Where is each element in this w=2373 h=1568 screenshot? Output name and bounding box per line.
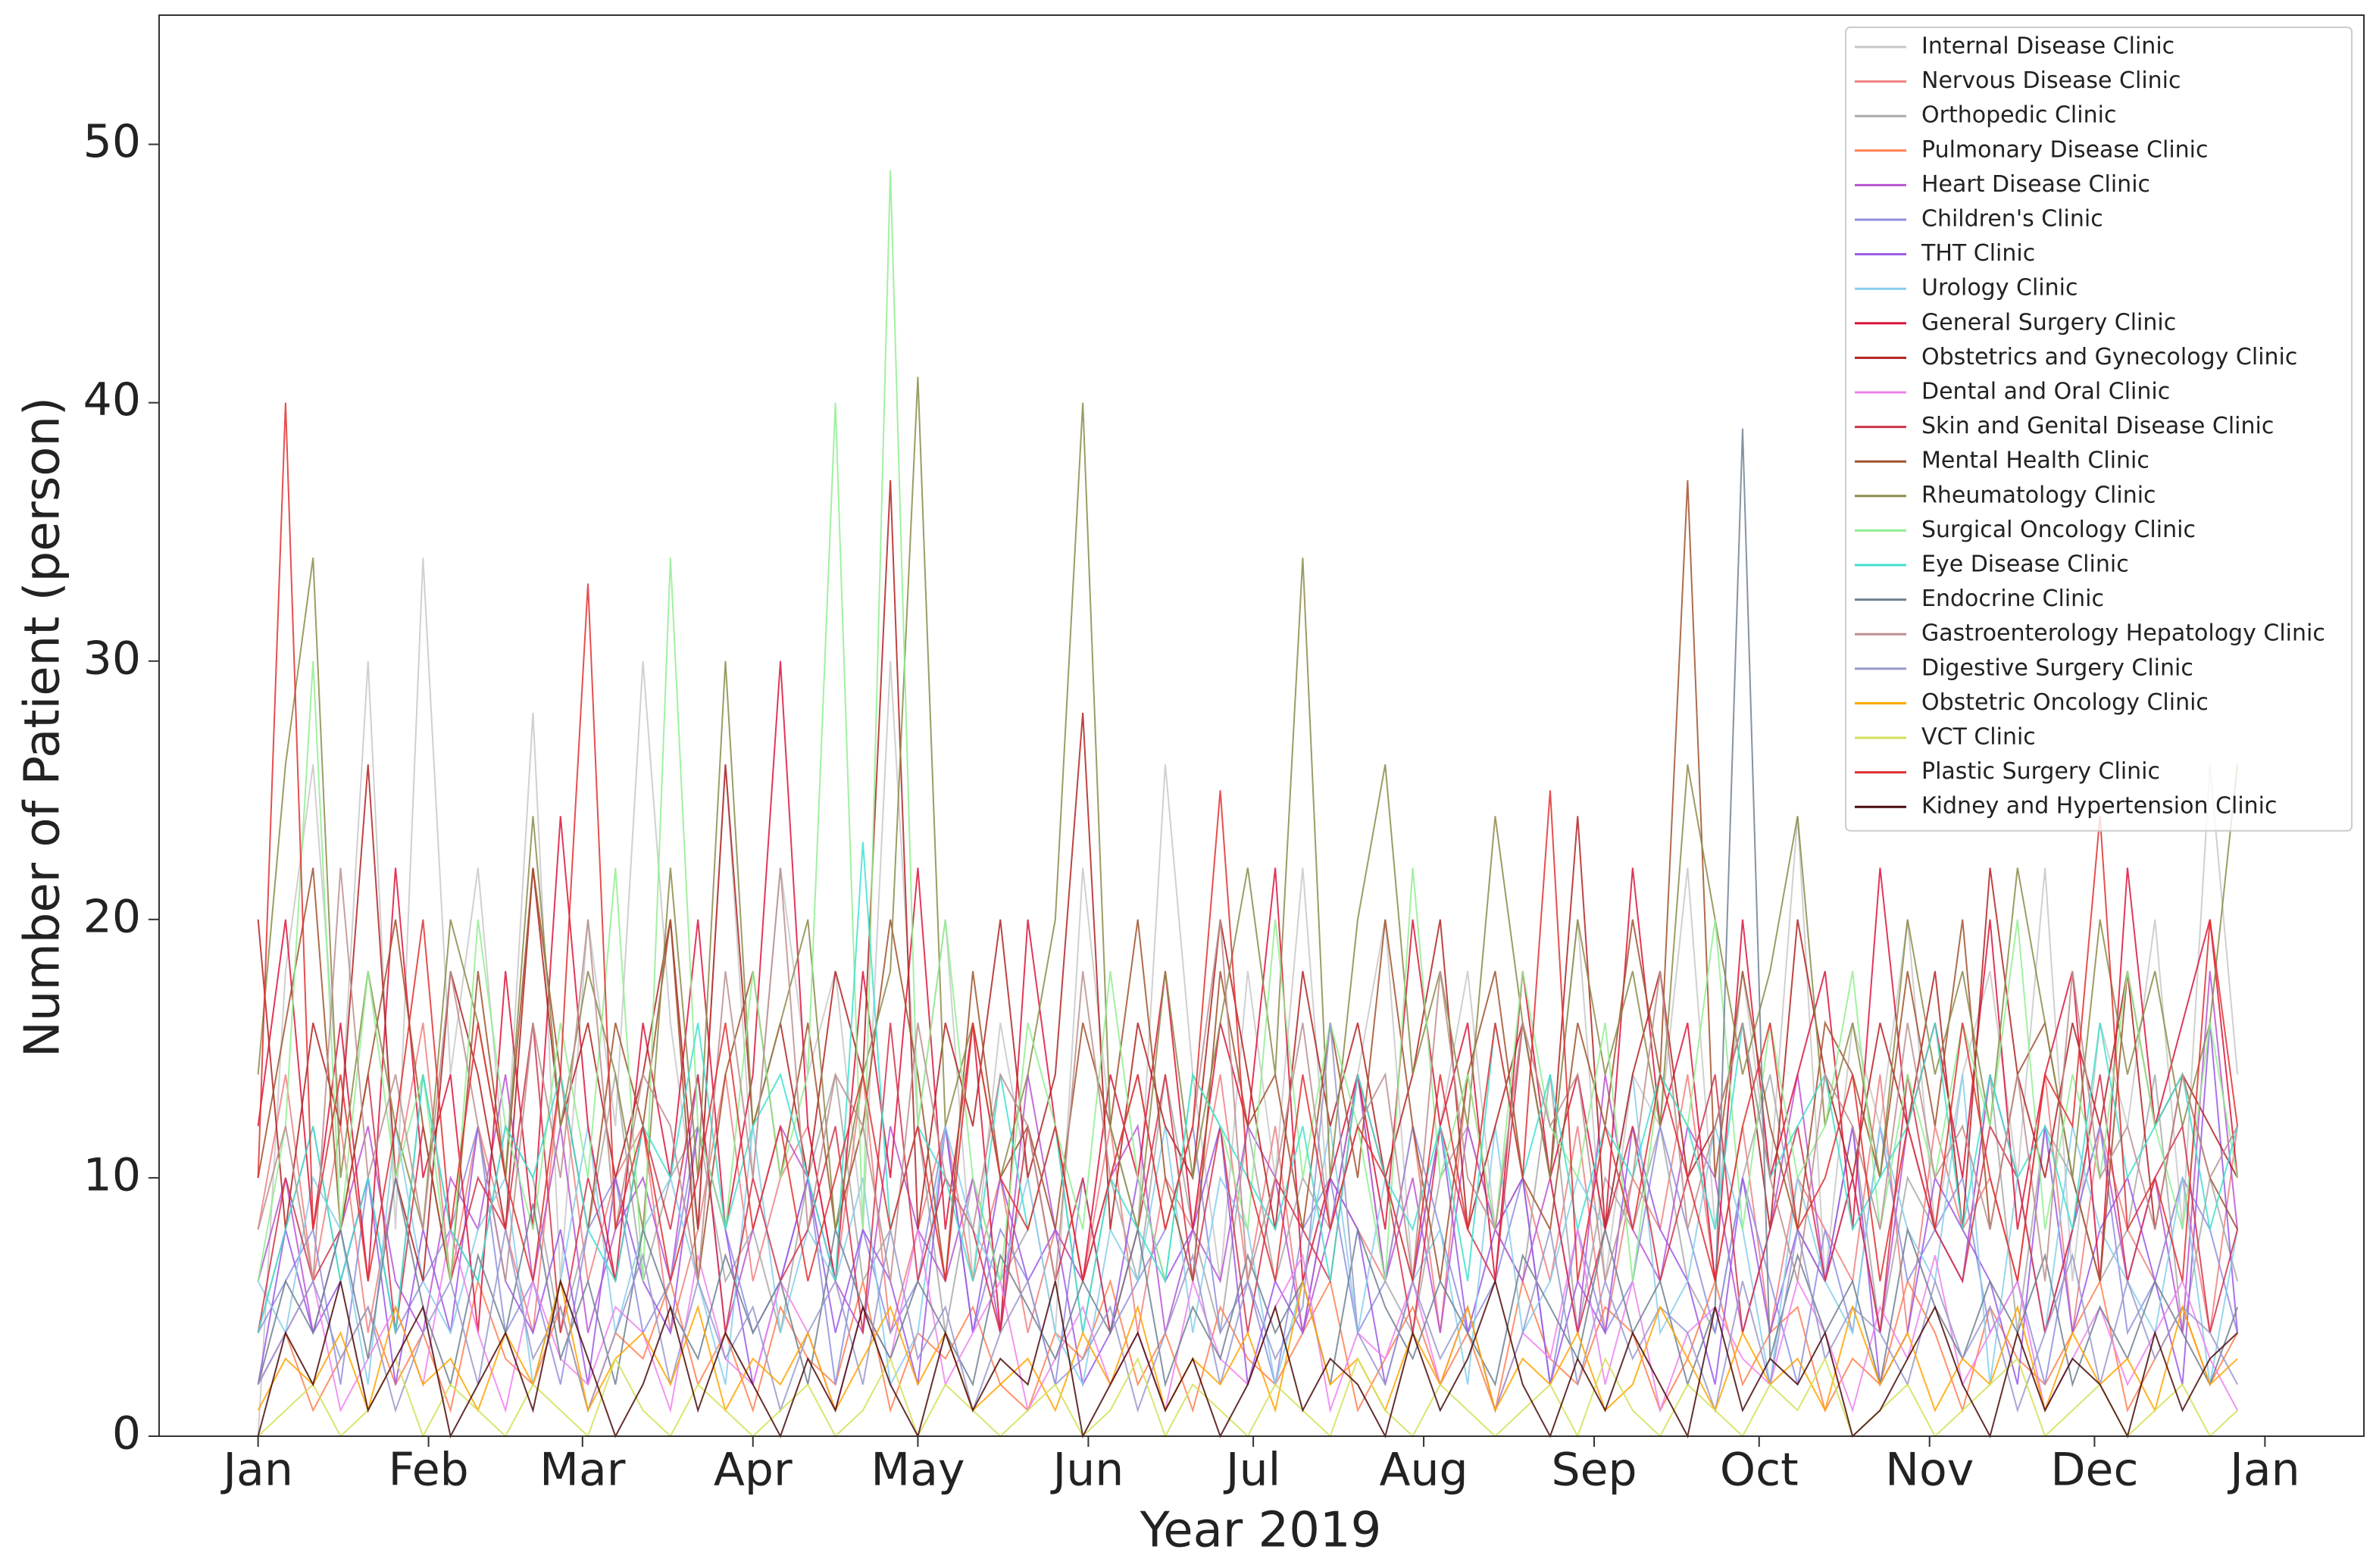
legend-label: Eye Disease Clinic [1921, 551, 2129, 578]
x-tick-label: Mar [539, 1444, 626, 1497]
y-tick-label: 50 [83, 115, 141, 168]
legend-label: Internal Disease Clinic [1921, 33, 2174, 60]
legend-label: Rheumatology Clinic [1921, 482, 2156, 508]
legend-label: Nervous Disease Clinic [1921, 67, 2181, 94]
legend-box [1845, 27, 2353, 832]
y-tick-label: 40 [83, 373, 141, 426]
series-line [257, 376, 2239, 1230]
legend-label: Gastroenterology Hepatology Clinic [1921, 620, 2325, 647]
legend-label: Surgical Oncology Clinic [1921, 517, 2196, 543]
legend-label: Urology Clinic [1921, 275, 2078, 301]
y-tick-label: 20 [83, 890, 141, 943]
series-line [257, 170, 2239, 1282]
legend-label: General Surgery Clinic [1921, 309, 2176, 336]
legend-label: Kidney and Hypertension Clinic [1921, 793, 2278, 820]
legend-label: Digestive Surgery Clinic [1921, 654, 2193, 681]
legend-label: Obstetric Oncology Clinic [1921, 689, 2209, 716]
series-line [257, 1278, 2238, 1439]
x-tick-label: Jan [220, 1444, 293, 1497]
plot-frame [158, 14, 2365, 1437]
y-axis-label: Number of Patient (person) [15, 397, 71, 1057]
x-tick-label: Oct [1720, 1444, 1799, 1497]
x-tick-label: Jun [1050, 1444, 1124, 1497]
legend-label: Heart Disease Clinic [1921, 171, 2150, 198]
legend-label: Obstetrics and Gynecology Clinic [1921, 344, 2297, 370]
series-line [257, 1357, 2238, 1438]
x-tick-label: Dec [2050, 1444, 2138, 1497]
legend-label: Mental Health Clinic [1921, 448, 2149, 474]
legend-label: VCT Clinic [1921, 724, 2036, 751]
legend-label: Orthopedic Clinic [1921, 102, 2116, 129]
y-tick-label: 0 [112, 1407, 141, 1460]
x-tick-label: Aug [1379, 1444, 1468, 1497]
series-line [257, 1281, 2238, 1413]
legend-label: Endocrine Clinic [1921, 586, 2104, 612]
x-tick-label: May [871, 1444, 965, 1497]
x-tick-label: Apr [714, 1444, 793, 1497]
y-tick-label: 10 [83, 1149, 141, 1202]
legend-label: Children's Clinic [1921, 206, 2103, 233]
x-tick-label: Jan [2227, 1444, 2300, 1497]
series-line [257, 428, 2239, 1388]
plot-area [257, 170, 2239, 1439]
x-tick-label: Jul [1223, 1444, 1280, 1497]
series-line [257, 402, 2239, 1282]
legend-label: Plastic Surgery Clinic [1921, 758, 2160, 785]
legend: Internal Disease Clinic Nervous Disease C… [1845, 27, 2353, 832]
x-tick-label: Feb [388, 1444, 468, 1497]
x-tick-label: Nov [1885, 1444, 1974, 1497]
x-axis-label: Year 2019 [1140, 1503, 1382, 1559]
y-tick-label: 30 [83, 632, 141, 685]
x-tick-label: Sep [1551, 1444, 1637, 1497]
legend-label: Dental and Oral Clinic [1921, 379, 2170, 405]
legend-label: Pulmonary Disease Clinic [1921, 136, 2209, 163]
legend-label: THT Clinic [1921, 240, 2035, 267]
legend-label: Skin and Genital Disease Clinic [1921, 413, 2274, 439]
